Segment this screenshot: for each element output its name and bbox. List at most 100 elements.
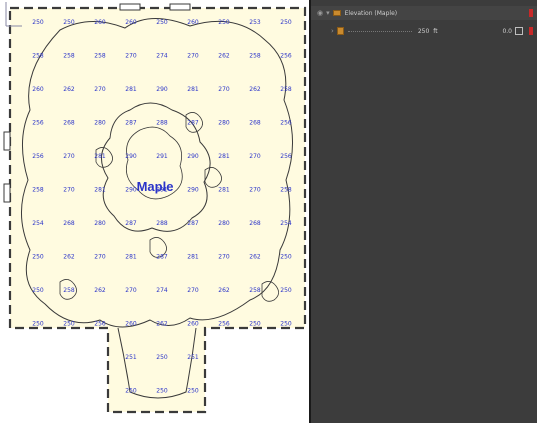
contour-value-label: 250 xyxy=(417,27,430,35)
panel-divider[interactable] xyxy=(309,0,311,423)
elevation-label: 258 xyxy=(249,287,261,294)
elevation-label: 268 xyxy=(249,220,261,227)
elevation-label: 260 xyxy=(125,321,137,328)
elevation-label: 290 xyxy=(156,86,168,93)
elevation-label: 281 xyxy=(125,254,137,261)
elevation-label: 281 xyxy=(187,86,199,93)
elevation-label: 260 xyxy=(187,19,199,26)
elevation-label: 250 xyxy=(32,287,44,294)
elevation-label: 250 xyxy=(280,321,292,328)
shrub-cluster xyxy=(185,112,203,133)
shrub-cluster xyxy=(95,147,113,168)
elevation-label: 270 xyxy=(125,287,137,294)
elevation-label: 254 xyxy=(280,220,292,227)
trunk-outline xyxy=(117,327,197,399)
elevation-label: 260 xyxy=(125,19,137,26)
site-plan-drawing[interactable]: 250 250 260 260 250 260 250 253 250 258 258 258 270 2… xyxy=(0,0,309,423)
tree-cluster xyxy=(101,102,211,232)
elevation-label: 256 xyxy=(94,321,106,328)
elevation-label: 280 xyxy=(218,220,230,227)
layer-row-elevation[interactable]: ◉ ▾ Elevation (Maple) xyxy=(311,6,537,20)
plan-label[interactable]: Maple xyxy=(137,179,174,194)
elevation-label: 250 xyxy=(32,321,44,328)
elevation-label: 250 xyxy=(32,19,44,26)
elevation-label: 281 xyxy=(187,254,199,261)
elevation-label: 268 xyxy=(249,120,261,127)
elevation-label: 281 xyxy=(218,153,230,160)
elevation-label: 291 xyxy=(156,187,168,194)
elevation-label: 253 xyxy=(249,19,261,26)
folder-icon xyxy=(332,10,341,16)
elevation-label: 270 xyxy=(187,287,199,294)
elevation-label: 258 xyxy=(249,53,261,60)
boundary-tab xyxy=(3,183,11,203)
boundary-tab xyxy=(119,3,141,11)
elevation-label: 287 xyxy=(187,220,199,227)
elevation-label: 250 xyxy=(187,388,199,395)
elevation-label: 262 xyxy=(156,321,168,328)
elevation-label: 281 xyxy=(94,153,106,160)
elevation-label: 250 xyxy=(218,19,230,26)
layer-status-marker xyxy=(529,9,533,17)
shrub-cluster xyxy=(149,237,167,258)
elevation-label: 250 xyxy=(32,254,44,261)
elevation-label: 281 xyxy=(218,187,230,194)
elevation-label: 268 xyxy=(63,120,75,127)
axis-indicator-icon xyxy=(5,2,22,27)
dotted-leader xyxy=(347,30,412,32)
elevation-label: 258 xyxy=(63,287,75,294)
map-viewport[interactable]: 250 250 260 260 250 260 250 253 250 258 258 258 270 2… xyxy=(0,0,309,423)
elevation-label: 262 xyxy=(94,287,106,294)
elevation-label: 256 xyxy=(32,120,44,127)
elevation-label: 250 xyxy=(280,287,292,294)
layer-row-contour[interactable]: › 250 ft 0.0 xyxy=(311,24,537,38)
elevation-label: 250 xyxy=(63,321,75,328)
elevation-label: 280 xyxy=(218,120,230,127)
elevation-label: 250 xyxy=(280,19,292,26)
elevation-label: 256 xyxy=(280,53,292,60)
elevation-label: 250 xyxy=(156,354,168,361)
contour-unit-label: ft xyxy=(433,27,438,35)
elevation-label: 270 xyxy=(94,86,106,93)
elevation-label: 260 xyxy=(32,86,44,93)
elevation-label: 254 xyxy=(32,220,44,227)
elevation-label: 274 xyxy=(156,53,168,60)
elevation-label: 288 xyxy=(156,220,168,227)
opacity-checkbox[interactable] xyxy=(515,27,523,35)
elevation-label: 287 xyxy=(125,220,137,227)
elevation-label: 287 xyxy=(187,120,199,127)
layer-name-label: Elevation (Maple) xyxy=(344,9,398,17)
shrub-cluster xyxy=(261,281,279,302)
elevation-label: 256 xyxy=(280,120,292,127)
elevation-label: 290 xyxy=(125,187,137,194)
expand-arrow-icon[interactable]: › xyxy=(331,27,334,35)
elevation-label: 290 xyxy=(187,153,199,160)
elevation-label: 258 xyxy=(63,53,75,60)
elevation-label: 250 xyxy=(125,388,137,395)
elevation-label: 262 xyxy=(249,254,261,261)
elevation-label: 281 xyxy=(125,86,137,93)
elevation-label: 250 xyxy=(156,388,168,395)
elevation-label: 270 xyxy=(218,254,230,261)
elevation-label: 290 xyxy=(125,153,137,160)
elevation-label: 287 xyxy=(125,120,137,127)
elevation-label: 262 xyxy=(63,254,75,261)
elevation-label: 270 xyxy=(63,187,75,194)
elevation-label: 251 xyxy=(187,354,199,361)
expand-arrow-icon[interactable]: ▾ xyxy=(326,9,330,17)
elevation-label: 258 xyxy=(32,53,44,60)
elevation-label: 270 xyxy=(249,153,261,160)
elevation-label: 268 xyxy=(63,220,75,227)
eye-icon[interactable]: ◉ xyxy=(317,9,324,17)
elevation-label: 262 xyxy=(218,53,230,60)
elevation-label: 270 xyxy=(187,53,199,60)
elevation-label: 250 xyxy=(63,19,75,26)
boundary-tab xyxy=(169,3,191,11)
layers-panel: ◉ ▾ Elevation (Maple) › 250 ft 0.0 xyxy=(311,0,537,423)
elevation-label: 251 xyxy=(125,354,137,361)
elevation-label: 280 xyxy=(94,220,106,227)
elevation-label: 250 xyxy=(249,321,261,328)
elevation-label: 274 xyxy=(156,287,168,294)
elevation-label: 288 xyxy=(156,120,168,127)
site-boundary xyxy=(8,6,307,414)
